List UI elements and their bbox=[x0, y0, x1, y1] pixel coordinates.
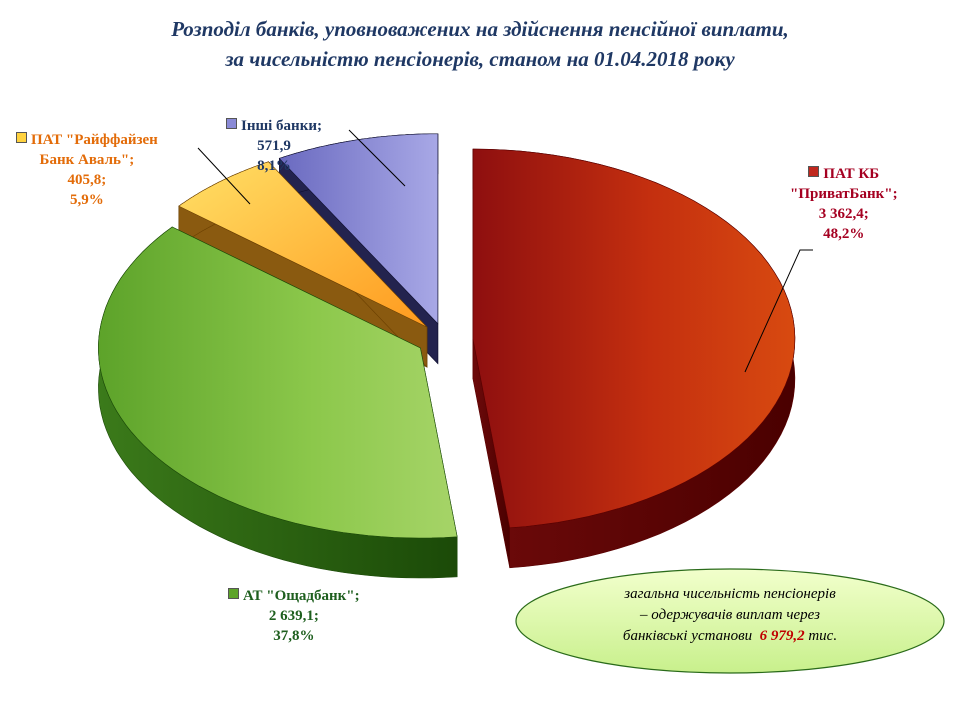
label-raiff-value: 405,8; bbox=[67, 172, 107, 188]
legend-swatch-oschad bbox=[228, 588, 239, 599]
label-raiff-percent: 5,9% bbox=[70, 192, 104, 208]
label-privat-value: 3 362,4; bbox=[818, 206, 869, 222]
slice-oschadbank bbox=[98, 226, 458, 579]
label-other-name: Інші банки; bbox=[241, 118, 322, 134]
chart-title: Розподіл банків, уповноважених на здійсн… bbox=[60, 14, 900, 74]
note-line-1: загальна чисельність пенсіонерів bbox=[624, 586, 836, 602]
label-other-banks: Інші банки; 571,9 8,1% bbox=[226, 116, 322, 176]
label-privat-percent: 48,2% bbox=[823, 226, 865, 242]
leader-line-raiff bbox=[197, 147, 251, 205]
label-other-value: 571,9 bbox=[257, 138, 291, 154]
label-privat-name1: ПАТ КБ bbox=[823, 166, 880, 182]
note-total: 6 979,2 bbox=[759, 628, 805, 644]
title-line-1: Розподіл банків, уповноважених на здійсн… bbox=[171, 17, 789, 41]
leader-line-other bbox=[348, 129, 406, 187]
leader-lines bbox=[197, 129, 813, 373]
total-note: загальна чисельність пенсіонерів – одерж… bbox=[555, 584, 905, 647]
slice-top-privatbank bbox=[472, 148, 796, 529]
legend-swatch-privat bbox=[808, 166, 820, 177]
label-raiff-name2: Банк Аваль"; bbox=[39, 152, 135, 168]
note-unit: тис. bbox=[808, 628, 838, 644]
leader-line-privat bbox=[744, 249, 813, 373]
slice-top-other-banks bbox=[278, 133, 439, 325]
label-privatbank: ПАТ КБ "ПриватБанк"; 3 362,4; 48,2% bbox=[790, 164, 898, 244]
legend-swatch-other bbox=[226, 118, 237, 129]
title-line-2: за чисельністю пенсіонерів, станом на 01… bbox=[225, 47, 735, 71]
note-line-3: банківські установи bbox=[622, 628, 753, 644]
label-raiffeisen: ПАТ "Райффайзен Банк Аваль"; 405,8; 5,9% bbox=[16, 130, 158, 210]
label-raiff-name1: ПАТ "Райффайзен bbox=[31, 132, 158, 148]
pie-slices bbox=[98, 133, 796, 579]
label-privat-name2: "ПриватБанк"; bbox=[790, 186, 898, 202]
label-oschad-name: АТ "Ощадбанк"; bbox=[243, 588, 360, 604]
label-other-percent: 8,1% bbox=[257, 158, 291, 174]
note-line-2: – одержувачів виплат через bbox=[640, 607, 820, 623]
slice-top-oschadbank bbox=[98, 226, 458, 539]
total-note-ellipse bbox=[515, 568, 945, 674]
label-oschad-value: 2 639,1; bbox=[268, 608, 319, 624]
label-oschad-percent: 37,8% bbox=[273, 628, 315, 644]
legend-swatch-raiff bbox=[16, 132, 27, 143]
label-oschadbank: АТ "Ощадбанк"; 2 639,1; 37,8% bbox=[228, 586, 360, 646]
slice-top-raiffeisen bbox=[178, 161, 428, 328]
slice-privatbank bbox=[472, 148, 796, 569]
